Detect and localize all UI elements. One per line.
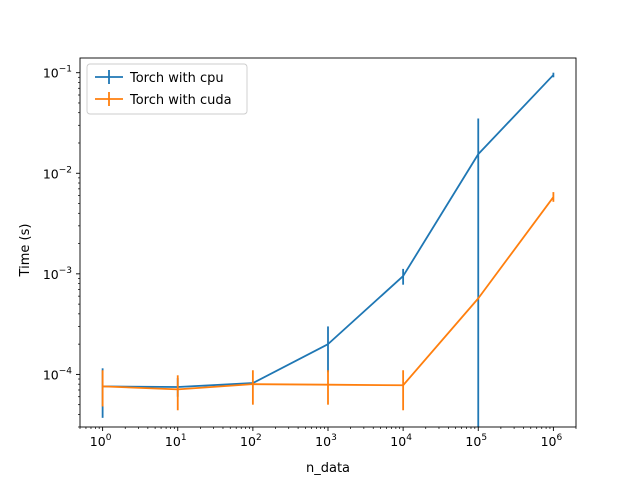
- x-tick-label: 100: [90, 433, 112, 449]
- y-axis-label: Time (s): [18, 224, 33, 278]
- x-tick-label: 106: [541, 433, 563, 449]
- axes: 100 101 102 103 104 105 106 10−4 10−3 10−2 10−1: [43, 58, 576, 449]
- legend-label-1: Torch with cpu: [129, 71, 224, 86]
- legend-label-2: Torch with cuda: [129, 93, 232, 108]
- y-tick-label: 10−2: [43, 165, 72, 181]
- x-tick-label: 103: [315, 433, 337, 449]
- x-tick-label: 101: [165, 433, 187, 449]
- x-axis-label: n_data: [306, 461, 350, 476]
- y-tick-label: 10−4: [43, 366, 72, 382]
- legend: Torch with cpu Torch with cuda: [87, 64, 247, 114]
- y-tick-label: 10−3: [43, 266, 72, 282]
- x-tick-label: 102: [240, 433, 262, 449]
- y-tick-label: 10−1: [43, 65, 72, 81]
- x-tick-label: 105: [465, 433, 487, 449]
- plot-area: [103, 73, 554, 427]
- x-tick-label: 104: [390, 433, 412, 449]
